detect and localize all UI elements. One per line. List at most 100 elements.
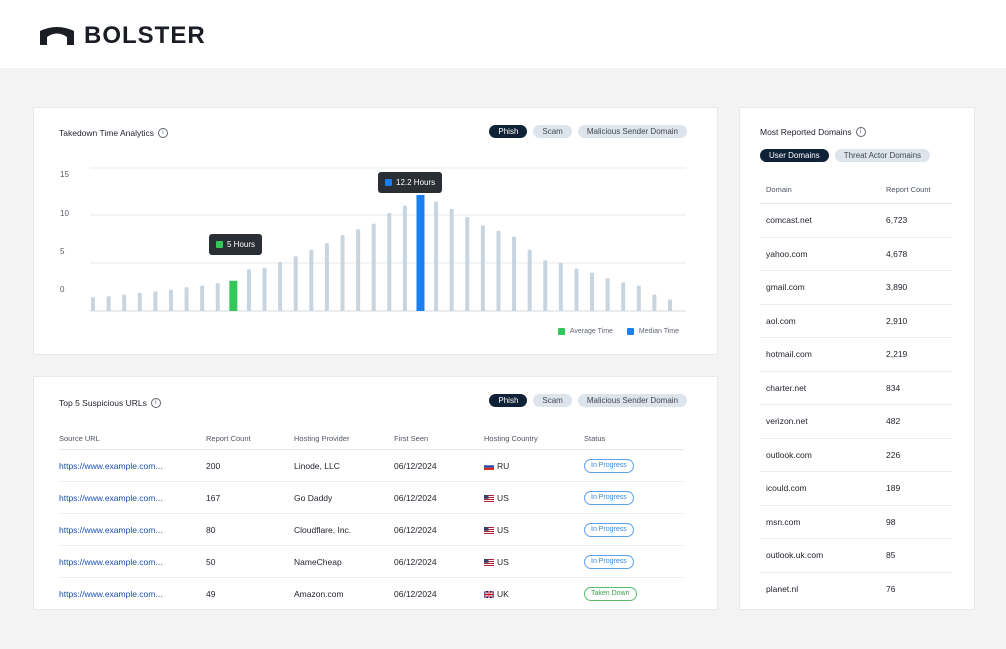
- chart-bar[interactable]: [465, 217, 470, 311]
- column-domain[interactable]: Domain: [760, 176, 880, 204]
- tab-threat-actor-domains[interactable]: Threat Actor Domains: [834, 149, 931, 162]
- table-row[interactable]: outlook.uk.com 85: [760, 538, 952, 573]
- hosting-country-cell: UK: [484, 578, 584, 610]
- table-row[interactable]: https://www.example.com... 200 Linode, LLC…: [59, 449, 684, 482]
- status-badge: In Progress: [584, 458, 634, 473]
- chart-bar[interactable]: [449, 208, 454, 311]
- table-row[interactable]: charter.net 834: [760, 371, 952, 405]
- table-row[interactable]: outlook.com 226: [760, 438, 952, 472]
- chart-bar[interactable]: [402, 205, 407, 311]
- chart-bar[interactable]: [652, 294, 657, 311]
- column-hosting-country[interactable]: Hosting Country: [484, 428, 584, 450]
- chart-bar[interactable]: [184, 287, 189, 311]
- chart-bar[interactable]: [200, 285, 205, 311]
- chart-bar[interactable]: [636, 285, 641, 311]
- chart-bar[interactable]: [309, 249, 314, 311]
- tab-malicious-sender-domain[interactable]: Malicious Sender Domain: [577, 394, 687, 407]
- url-text[interactable]: https://www.example.com...: [59, 492, 163, 503]
- column-report-count[interactable]: Report Count: [206, 428, 294, 450]
- tab-malicious-sender-domain[interactable]: Malicious Sender Domain: [577, 125, 687, 138]
- table-row[interactable]: icould.com 189: [760, 471, 952, 506]
- median-time-tooltip: 12.2 Hours: [378, 172, 443, 193]
- legend-label-average: Average Time: [569, 328, 613, 335]
- chart-bar[interactable]: [153, 291, 158, 311]
- column-report-count[interactable]: Report Count: [880, 176, 952, 204]
- info-icon[interactable]: i: [150, 398, 161, 408]
- source-url-link[interactable]: https://www.example.com...: [59, 481, 206, 514]
- ru-flag-icon: [484, 461, 497, 471]
- chart-bar[interactable]: [324, 243, 329, 311]
- column-status[interactable]: Status: [584, 428, 684, 450]
- chart-bar[interactable]: [543, 260, 548, 311]
- chart-bar[interactable]: [215, 283, 220, 311]
- median-time-bar[interactable]: [416, 194, 425, 311]
- chart-bar[interactable]: [278, 261, 283, 311]
- domain-cell: outlook.com: [760, 438, 880, 472]
- chart-bar[interactable]: [106, 296, 111, 311]
- column-hosting-provider[interactable]: Hosting Provider: [294, 428, 394, 450]
- url-text[interactable]: https://www.example.com...: [59, 556, 163, 567]
- column-source-url[interactable]: Source URL: [59, 428, 206, 450]
- chart-bar[interactable]: [356, 229, 361, 311]
- chart-bar[interactable]: [605, 278, 610, 311]
- table-row[interactable]: aol.com 2,910: [760, 304, 952, 338]
- chart-bar[interactable]: [668, 299, 672, 311]
- report-count-cell: 80: [206, 513, 294, 546]
- report-count-cell: 85: [880, 538, 952, 573]
- tab-scam[interactable]: Scam: [533, 394, 572, 407]
- table-row[interactable]: https://www.example.com... 167 Go Daddy 06/…: [59, 481, 684, 514]
- url-text[interactable]: https://www.example.com...: [59, 460, 163, 471]
- chart-bar[interactable]: [621, 282, 626, 311]
- domains-title: Most Reported Domains i: [760, 127, 866, 137]
- table-row[interactable]: https://www.example.com... 50 NameCheap 06/…: [59, 545, 684, 578]
- table-row[interactable]: planet.nl 76: [760, 572, 952, 605]
- chart-bar[interactable]: [527, 249, 532, 311]
- chart-bar[interactable]: [371, 223, 376, 311]
- tab-user-domains[interactable]: User Domains: [760, 149, 829, 162]
- table-row[interactable]: https://www.example.com... 80 Cloudflare, …: [59, 513, 684, 546]
- chart-bar[interactable]: [91, 297, 95, 311]
- tab-phish[interactable]: Phish: [489, 394, 528, 407]
- table-row[interactable]: yahoo.com 4,678: [760, 237, 952, 271]
- urls-title: Top 5 Suspicious URLs i: [59, 398, 161, 408]
- source-url-link[interactable]: https://www.example.com...: [59, 578, 206, 610]
- chart-bar[interactable]: [512, 236, 517, 311]
- chart-bar[interactable]: [496, 230, 501, 311]
- chart-bar[interactable]: [434, 201, 439, 311]
- chart-bar[interactable]: [122, 294, 127, 311]
- domain-cell: gmail.com: [760, 270, 880, 305]
- chart-bar[interactable]: [590, 272, 595, 311]
- report-count-cell: 49: [206, 588, 216, 599]
- url-text[interactable]: https://www.example.com...: [59, 524, 163, 535]
- average-tooltip-text: 5 Hours: [227, 240, 256, 249]
- source-url-link[interactable]: https://www.example.com...: [59, 545, 206, 578]
- tab-phish[interactable]: Phish: [489, 125, 528, 138]
- source-url-link[interactable]: https://www.example.com...: [59, 513, 206, 546]
- info-icon[interactable]: i: [855, 127, 866, 137]
- chart-bar[interactable]: [246, 269, 251, 311]
- us-flag-icon: [484, 525, 497, 535]
- table-row[interactable]: verizon.net 482: [760, 404, 952, 439]
- info-icon[interactable]: i: [157, 128, 168, 138]
- table-row[interactable]: https://www.example.com... 49 Amazon.com 06…: [59, 578, 684, 610]
- chart-bar[interactable]: [387, 212, 392, 311]
- column-first-seen[interactable]: First Seen: [394, 428, 484, 450]
- chart-bar[interactable]: [168, 289, 173, 311]
- table-row[interactable]: hotmail.com 2,219: [760, 337, 952, 372]
- chart-bar[interactable]: [574, 268, 579, 311]
- table-row[interactable]: comcast.net 6,723: [760, 203, 952, 238]
- table-row[interactable]: msn.com 98: [760, 505, 952, 539]
- chart-bar[interactable]: [137, 293, 142, 311]
- source-url-link[interactable]: https://www.example.com...: [59, 449, 206, 482]
- bolster-logo[interactable]: BOLSTER: [40, 22, 206, 50]
- table-row[interactable]: gmail.com 3,890: [760, 270, 952, 305]
- status-badge: In Progress: [584, 554, 634, 569]
- chart-bar[interactable]: [558, 262, 563, 311]
- url-text[interactable]: https://www.example.com...: [59, 588, 163, 599]
- chart-bar[interactable]: [262, 267, 267, 311]
- average-time-bar[interactable]: [229, 280, 238, 311]
- chart-bar[interactable]: [340, 235, 345, 311]
- chart-bar[interactable]: [293, 256, 298, 311]
- chart-bar[interactable]: [480, 225, 485, 311]
- tab-scam[interactable]: Scam: [533, 125, 572, 138]
